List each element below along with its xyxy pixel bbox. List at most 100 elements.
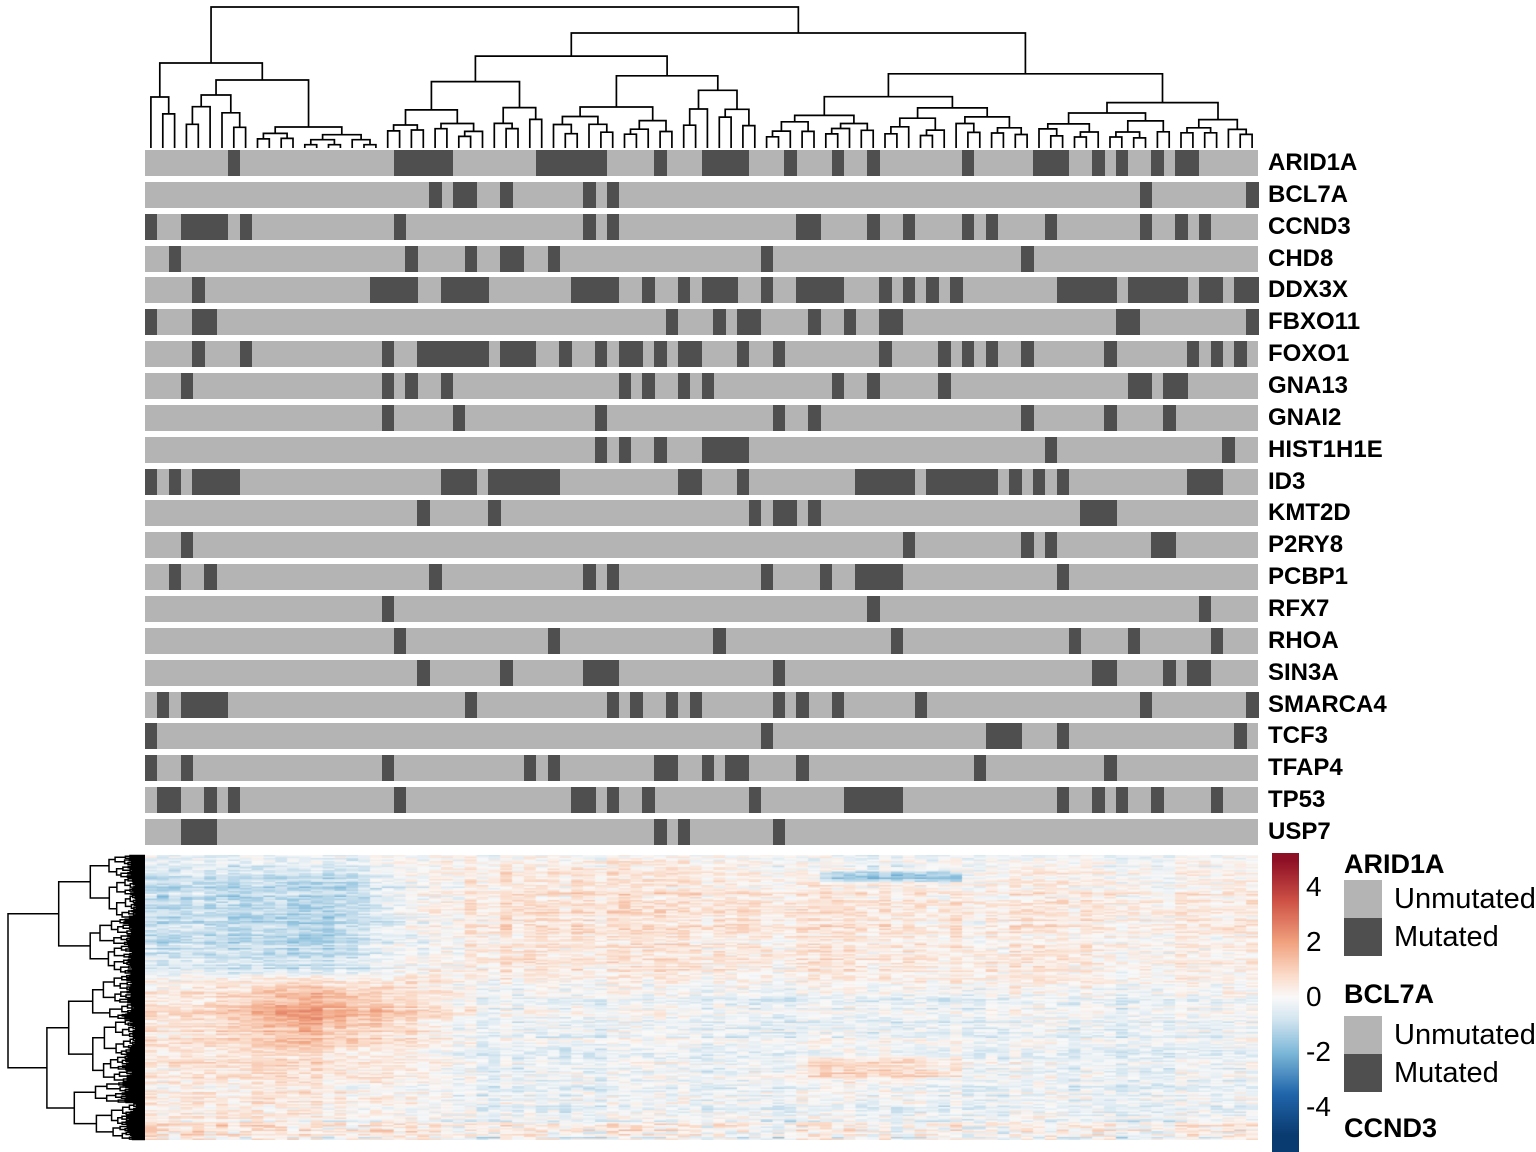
mutated-cell [606,564,620,591]
legend-item-label: Unmutated [1394,882,1536,915]
mutated-cell [535,150,549,176]
mutated-cell [654,436,667,463]
gene-label: SIN3A [1268,658,1339,686]
mutated-cell [1139,181,1153,208]
mutated-cell [867,468,880,495]
mutated-cell [606,659,620,686]
mutated-cell [429,150,442,176]
mutated-cell [938,372,951,399]
mutated-cell [1104,659,1117,686]
mutated-cell [192,213,205,240]
mutation-track-GNAI2 [145,404,1258,431]
mutated-cell [677,341,691,368]
mutated-cell [1175,150,1188,176]
mutated-cell [654,341,667,368]
row-dendrogram [7,854,145,1141]
mutated-cell [784,150,797,176]
mutated-cell [523,468,537,495]
gene-label: USP7 [1268,817,1331,845]
mutated-cell [1021,532,1034,559]
mutation-track-P2RY8 [145,532,1258,559]
mutated-cell [145,468,158,495]
mutated-cell [1210,787,1224,814]
mutated-cell [914,691,928,718]
mutated-cell [405,245,418,272]
mutated-cell [985,341,999,368]
mutated-cell [180,532,193,559]
mutated-cell [1104,755,1117,782]
mutated-cell [713,277,726,304]
gene-label: TCF3 [1268,722,1328,750]
mutated-cell [1186,341,1200,368]
mutated-cell [1186,150,1200,176]
mutated-cell [429,341,442,368]
mutated-cell [1044,532,1058,559]
gene-label: TFAP4 [1268,754,1343,782]
colorbar-tick: -4 [1306,1091,1331,1122]
mutated-cell [559,341,572,368]
mutated-cell [1151,532,1164,559]
mutated-cell [227,150,241,176]
mutated-cell [654,818,667,845]
mutated-cell [594,277,608,304]
mutated-cell [701,150,714,176]
mutated-cell [737,755,750,782]
mutated-cell [867,372,880,399]
mutated-cell [665,309,679,336]
mutated-cell [808,277,821,304]
mutated-cell [1009,723,1022,750]
mutation-track-TP53 [145,787,1258,814]
mutated-cell [689,691,703,718]
mutated-cell [1151,787,1164,814]
mutated-cell [855,787,868,814]
mutated-cell [1104,341,1117,368]
mutated-cell [772,659,785,686]
mutated-cell [890,309,904,336]
mutated-cell [1151,150,1164,176]
colorbar-tick: 2 [1306,926,1322,957]
mutated-cell [216,691,229,718]
mutated-cell [867,150,880,176]
column-dendrogram [150,6,1253,148]
mutated-cell [500,245,513,272]
mutated-cell [701,372,714,399]
mutated-cell [748,787,762,814]
mutated-cell [1115,787,1129,814]
mutated-cell [1044,150,1058,176]
mutated-cell [961,341,975,368]
mutated-cell [618,436,632,463]
mutated-cell [677,468,691,495]
mutated-cell [393,277,407,304]
unmutated-swatch [1344,880,1382,918]
mutated-cell [1056,150,1070,176]
mutation-track-BCL7A [145,181,1259,208]
mutated-cell [1210,277,1224,304]
mutated-cell [1198,659,1212,686]
gene-label: BCL7A [1268,180,1349,208]
mutated-cell [642,372,655,399]
mutated-cell [831,150,845,176]
mutated-cell [1246,181,1259,208]
mutated-cell [725,277,738,304]
mutated-cell [1092,277,1105,304]
mutated-cell [1163,372,1176,399]
mutated-cell [1198,468,1212,495]
mutated-cell [1092,500,1105,527]
mutated-cell [701,277,714,304]
mutated-cell [831,372,845,399]
mutated-cell [831,691,845,718]
mutated-cell [902,468,916,495]
mutated-cell [168,468,182,495]
mutated-cell [1222,436,1235,463]
mutated-cell [441,277,454,304]
mutated-cell [1092,659,1105,686]
mutated-cell [512,341,525,368]
mutated-cell [772,691,785,718]
mutated-cell [689,468,703,495]
gene-label: DDX3X [1268,276,1349,304]
mutated-cell [1210,627,1224,654]
mutated-cell [192,468,205,495]
mutated-cell [180,818,193,845]
mutated-cell [405,372,418,399]
mutated-cell [523,341,537,368]
